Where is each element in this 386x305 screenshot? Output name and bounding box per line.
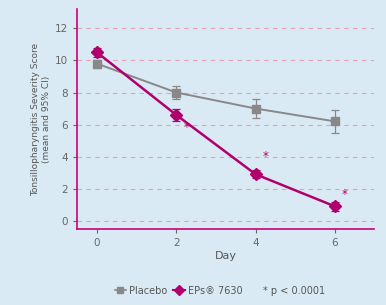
Text: *: * [183,121,189,134]
Text: *: * [342,188,348,201]
X-axis label: Day: Day [215,250,237,260]
Text: *: * [262,150,269,163]
Legend: Placebo, EPs® 7630, * p < 0.0001: Placebo, EPs® 7630, * p < 0.0001 [111,282,329,300]
Y-axis label: Tonsillopharyngitis Severity Score
(mean and 95% CI): Tonsillopharyngitis Severity Score (mean… [31,42,51,196]
